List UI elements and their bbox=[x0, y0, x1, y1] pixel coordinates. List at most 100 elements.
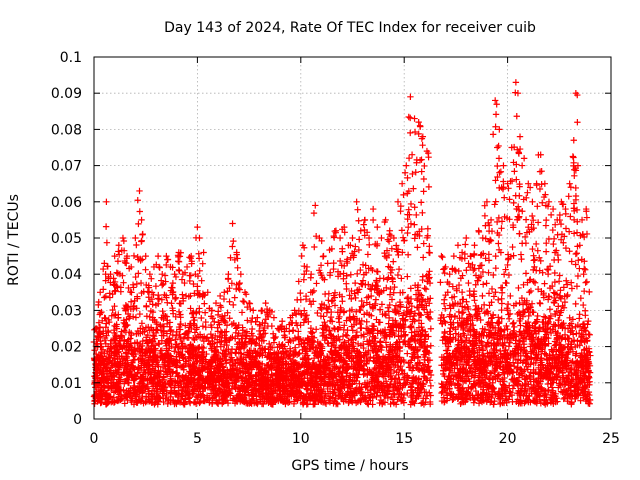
background-point bbox=[414, 295, 421, 302]
background-point bbox=[339, 333, 347, 340]
background-point bbox=[534, 383, 542, 391]
background-point bbox=[187, 305, 194, 312]
background-point bbox=[387, 400, 394, 408]
background-point bbox=[414, 354, 422, 361]
background-point bbox=[366, 386, 374, 394]
background-point bbox=[492, 342, 500, 349]
background-point bbox=[586, 288, 593, 296]
background-point bbox=[407, 322, 415, 330]
background-point bbox=[541, 350, 549, 357]
background-point bbox=[178, 363, 185, 370]
background-point bbox=[425, 357, 432, 364]
background-point bbox=[374, 354, 382, 362]
background-point bbox=[561, 331, 569, 339]
background-point bbox=[363, 318, 370, 325]
background-point bbox=[584, 321, 591, 328]
background-point bbox=[442, 347, 450, 354]
background-point bbox=[148, 343, 155, 350]
background-point bbox=[410, 389, 417, 396]
background-point bbox=[112, 331, 119, 339]
background-point bbox=[117, 378, 124, 385]
background-point bbox=[454, 345, 461, 353]
background-point bbox=[403, 379, 410, 386]
background-point bbox=[316, 340, 324, 347]
background-point bbox=[233, 356, 241, 363]
background-point bbox=[353, 328, 361, 336]
background-point bbox=[300, 399, 307, 407]
background-point bbox=[568, 327, 576, 334]
background-point bbox=[406, 343, 413, 350]
background-point bbox=[503, 363, 510, 370]
background-point bbox=[320, 382, 327, 389]
background-point bbox=[509, 398, 516, 406]
background-point bbox=[403, 304, 410, 311]
background-point bbox=[182, 396, 189, 403]
background-point bbox=[125, 344, 132, 351]
background-point bbox=[408, 353, 416, 360]
background-point bbox=[370, 370, 377, 378]
background-point bbox=[266, 340, 273, 348]
background-point bbox=[197, 375, 205, 383]
background-point bbox=[106, 393, 114, 401]
background-point bbox=[463, 359, 470, 367]
background-point bbox=[494, 391, 502, 399]
background-point bbox=[381, 399, 389, 406]
background-point bbox=[461, 366, 469, 374]
background-point bbox=[134, 399, 141, 406]
background-point bbox=[125, 372, 132, 379]
background-point bbox=[538, 359, 545, 366]
background-point bbox=[412, 375, 420, 382]
background-point bbox=[461, 331, 468, 339]
background-point bbox=[516, 299, 523, 307]
background-point bbox=[144, 348, 151, 355]
background-point bbox=[530, 334, 537, 341]
background-point bbox=[387, 341, 394, 348]
background-point bbox=[201, 397, 208, 405]
background-point bbox=[167, 393, 174, 400]
background-point bbox=[207, 390, 215, 397]
background-point bbox=[225, 346, 232, 353]
background-point bbox=[582, 335, 590, 342]
background-point bbox=[223, 341, 230, 349]
background-point bbox=[349, 381, 356, 388]
background-point bbox=[113, 350, 120, 358]
background-point bbox=[553, 376, 560, 384]
background-point bbox=[331, 358, 338, 365]
background-point bbox=[395, 333, 402, 340]
background-point bbox=[240, 356, 247, 363]
background-point bbox=[557, 341, 564, 349]
background-point bbox=[504, 349, 511, 357]
background-point bbox=[97, 364, 104, 371]
background-point bbox=[155, 339, 162, 347]
background-point bbox=[398, 391, 405, 398]
background-point bbox=[551, 338, 559, 345]
background-point bbox=[568, 364, 575, 372]
background-point bbox=[409, 380, 416, 387]
background-point bbox=[535, 351, 542, 358]
background-point bbox=[465, 305, 472, 313]
background-point bbox=[391, 346, 398, 353]
background-point bbox=[538, 288, 545, 295]
background-point bbox=[136, 344, 143, 352]
background-point bbox=[227, 349, 234, 357]
background-point bbox=[508, 367, 515, 375]
background-point bbox=[573, 283, 581, 290]
background-point bbox=[491, 349, 499, 356]
background-point bbox=[247, 364, 254, 371]
background-point bbox=[200, 344, 207, 352]
background-point bbox=[119, 345, 126, 352]
background-point bbox=[265, 366, 273, 374]
background-point bbox=[330, 374, 337, 381]
background-point bbox=[485, 333, 492, 340]
background-point bbox=[357, 320, 364, 328]
background-point bbox=[259, 377, 266, 384]
background-point bbox=[290, 389, 297, 397]
background-point bbox=[412, 395, 419, 402]
background-point bbox=[119, 355, 127, 363]
background-point bbox=[286, 345, 294, 352]
background-point bbox=[360, 311, 368, 318]
background-point bbox=[426, 315, 434, 323]
background-point bbox=[483, 398, 490, 405]
background-point bbox=[575, 330, 583, 337]
background-point bbox=[479, 345, 487, 353]
